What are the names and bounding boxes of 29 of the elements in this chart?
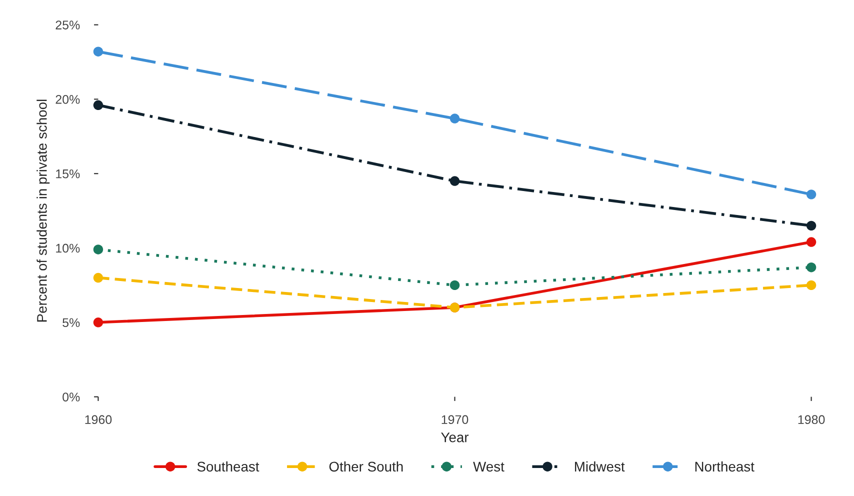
y-tick-label: 25% [56, 20, 80, 30]
y-tick-label: 5% [62, 318, 80, 328]
x-tick-label: 1960 [85, 415, 112, 424]
point [450, 176, 460, 186]
x-axis-title: Year [441, 432, 469, 442]
point [806, 262, 816, 272]
point [806, 280, 816, 290]
legend-label: Southeast [197, 461, 260, 472]
point [93, 100, 104, 110]
x-tick-label: 1980 [798, 415, 825, 424]
y-tick-label: 15% [56, 169, 80, 178]
x-tick-label: 1970 [442, 415, 468, 424]
y-tick-label: 0% [62, 392, 80, 402]
legend-label: Midwest [575, 461, 625, 472]
point [93, 318, 104, 328]
legend-label: Other South [329, 461, 403, 472]
point [806, 237, 816, 247]
point [806, 190, 816, 200]
point [450, 114, 460, 124]
y-axis-title: Percent of students in private school [36, 100, 50, 322]
point [450, 280, 460, 290]
y-tick-label: 20% [56, 95, 80, 104]
legend-label: Northeast [695, 461, 754, 472]
y-tick-label: 10% [56, 244, 80, 253]
point [93, 272, 104, 283]
point [93, 244, 104, 254]
point [806, 220, 816, 231]
point [93, 46, 104, 56]
legend-label: West [473, 462, 504, 472]
